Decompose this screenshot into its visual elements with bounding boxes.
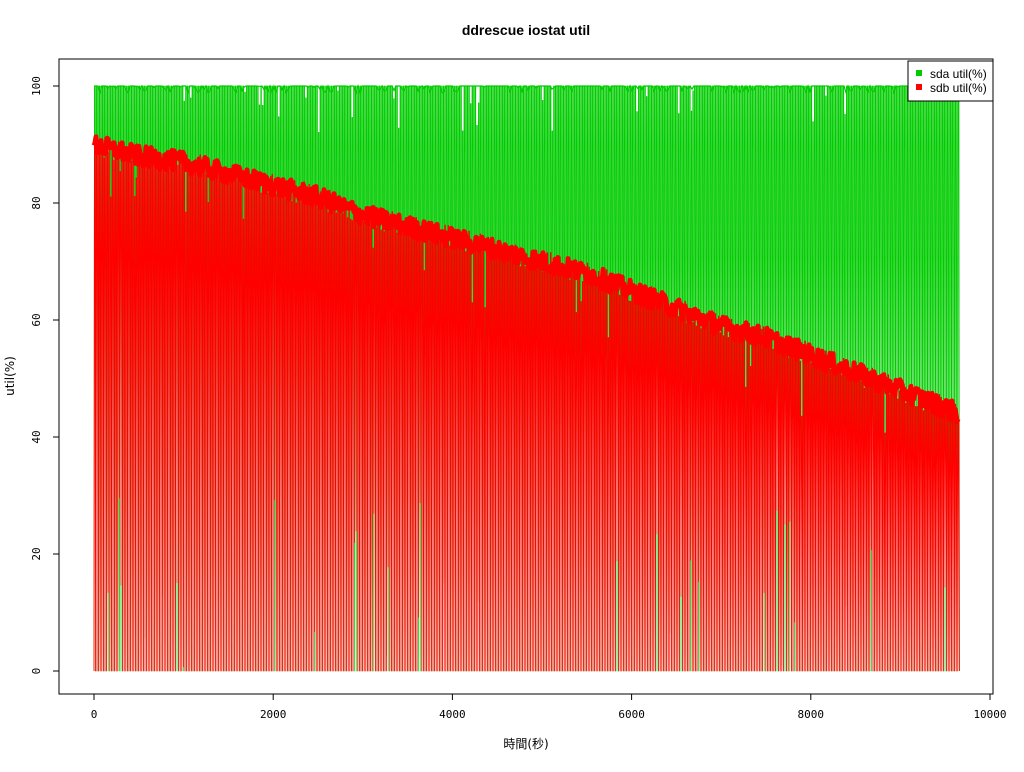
y-tick-label-60: 60: [30, 313, 43, 326]
x-tick-label-4000: 4000: [439, 708, 466, 721]
legend-label-sda: sda util(%): [930, 67, 987, 81]
legend-swatch-sdb: [916, 84, 922, 90]
y-tick-label-20: 20: [30, 547, 43, 560]
x-axis-title: 時間(秒): [503, 737, 548, 751]
legend-box: [907, 60, 994, 102]
x-axis: 0 2000 4000 6000 8000 10000: [91, 693, 1007, 721]
y-tick-label-80: 80: [30, 196, 43, 209]
y-tick-label-0: 0: [30, 668, 43, 675]
y-tick-label-40: 40: [30, 430, 43, 443]
x-tick-label-10000: 10000: [973, 708, 1006, 721]
chart-title: ddrescue iostat util: [462, 22, 590, 38]
x-tick-label-0: 0: [91, 708, 98, 721]
series-line-sdb: [93, 138, 960, 672]
y-tick-label-100: 100: [30, 76, 43, 96]
legend-label-sdb: sdb util(%): [930, 81, 987, 95]
x-tick-label-8000: 8000: [798, 708, 825, 721]
legend: sda util(%) sdb util(%): [907, 60, 994, 102]
x-tick-label-6000: 6000: [618, 708, 645, 721]
y-axis-title: util(%): [3, 356, 17, 396]
series-band-sdb: [91, 134, 961, 425]
x-tick-label-2000: 2000: [260, 708, 287, 721]
plot-area: [91, 83, 961, 672]
legend-swatch-sda: [916, 70, 922, 76]
series-sdb: [91, 134, 961, 672]
series-band-sda: [94, 83, 958, 96]
y-axis: 0 20 40 60 80 100: [30, 76, 60, 675]
